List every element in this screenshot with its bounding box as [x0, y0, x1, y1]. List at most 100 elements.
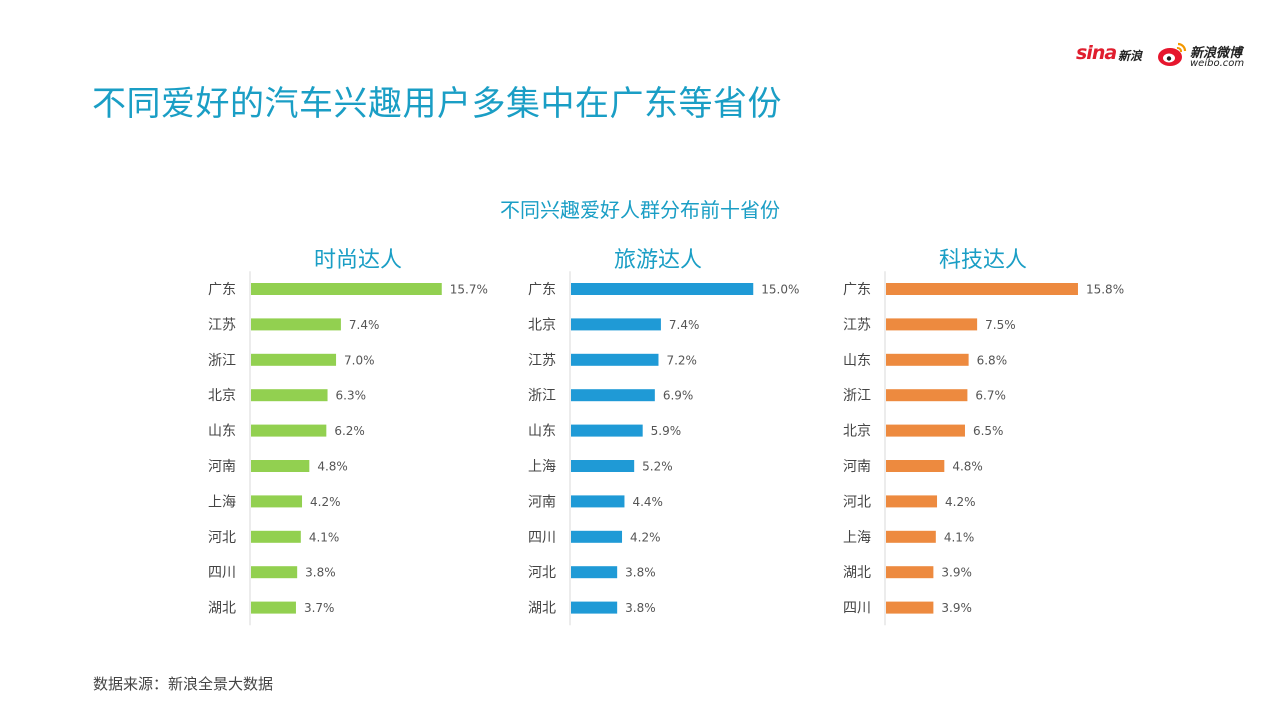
data-label: 6.8% — [977, 353, 1008, 367]
data-label: 4.2% — [945, 495, 976, 509]
data-label: 4.2% — [630, 530, 661, 544]
data-label: 3.8% — [625, 601, 656, 615]
weibo-en-label: weibo.com — [1190, 58, 1245, 69]
bar — [571, 318, 661, 331]
category-label: 湖北 — [843, 565, 871, 581]
page-title: 不同爱好的汽车兴趣用户多集中在广东等省份 — [92, 84, 782, 124]
category-label: 江苏 — [208, 317, 236, 333]
data-label: 6.3% — [336, 389, 367, 403]
category-label: 江苏 — [528, 353, 556, 369]
bar — [886, 353, 969, 366]
bar — [571, 460, 635, 472]
category-label: 上海 — [528, 459, 556, 475]
category-label: 浙江 — [528, 388, 556, 404]
brand-logos: sina 新浪 新浪微博 weibo.com — [1072, 38, 1252, 74]
bar — [886, 495, 938, 508]
panel-title: 旅游达人 — [613, 248, 702, 273]
data-label: 3.9% — [941, 566, 972, 580]
category-label: 河北 — [843, 494, 871, 510]
data-label: 5.9% — [651, 424, 682, 438]
data-label: 4.1% — [309, 530, 340, 544]
sina-cn-label: 新浪 — [1118, 49, 1143, 63]
data-label: 3.8% — [305, 566, 336, 580]
chart-panel-tech: 科技达人 广东 15.8% 江苏 7.5% 山东 6.8% 浙江 6.7% 北京 6.5% 河南 4.… — [835, 236, 1155, 636]
bar — [251, 353, 337, 366]
bar — [571, 389, 655, 402]
bar — [251, 283, 442, 295]
bar — [571, 601, 618, 614]
category-label: 广东 — [843, 282, 871, 298]
category-label: 河南 — [208, 459, 236, 475]
data-label: 15.7% — [450, 283, 488, 297]
category-label: 山东 — [843, 353, 871, 369]
bar-chart-travel: 广东 15.0% 北京 7.4% 江苏 7.2% 浙江 6.9% 山东 5.9% 上海 5.2% 河南 4… — [528, 271, 799, 626]
category-label: 山东 — [528, 424, 556, 440]
bar — [571, 353, 659, 366]
category-label: 湖北 — [528, 601, 556, 617]
bar — [251, 495, 303, 508]
data-label: 7.5% — [985, 318, 1016, 332]
bar — [251, 389, 328, 402]
bar-chart-fashion: 广东 15.7% 江苏 7.4% 浙江 7.0% 北京 6.3% 山东 6.2% 河南 4.8% 上海 4… — [208, 271, 488, 626]
bar — [571, 424, 643, 437]
category-label: 山东 — [208, 424, 236, 440]
data-label: 7.0% — [344, 353, 375, 367]
category-label: 北京 — [528, 317, 556, 333]
panel-title: 时尚达人 — [313, 248, 402, 273]
bar-chart-tech: 广东 15.8% 江苏 7.5% 山东 6.8% 浙江 6.7% 北京 6.5% 河南 4.8% 河北 4… — [843, 271, 1124, 626]
bar — [251, 460, 310, 472]
chart-panel-fashion: 时尚达人 广东 15.7% 江苏 7.4% 浙江 7.0% 北京 6.3% 山东 6.2% 河南 4.… — [200, 236, 520, 636]
data-label: 15.8% — [1086, 283, 1124, 297]
data-label: 6.2% — [334, 424, 365, 438]
bar — [886, 601, 934, 614]
chart-panel-travel: 旅游达人 广东 15.0% 北京 7.4% 江苏 7.2% 浙江 6.9% 山东 5.9% 上海 5.… — [520, 236, 840, 636]
bar — [251, 424, 327, 437]
bar — [571, 566, 618, 579]
data-label: 7.4% — [349, 318, 380, 332]
data-label: 15.0% — [761, 283, 799, 297]
category-label: 河南 — [843, 459, 871, 475]
bar — [251, 530, 301, 543]
bar — [571, 530, 623, 543]
bar — [571, 495, 625, 508]
category-label: 四川 — [528, 530, 556, 546]
bar — [886, 389, 968, 402]
data-label: 4.8% — [952, 460, 983, 474]
category-label: 河北 — [208, 530, 236, 546]
bar — [251, 318, 341, 331]
bar — [571, 283, 754, 295]
panel-title: 科技达人 — [938, 248, 1027, 273]
category-label: 江苏 — [843, 317, 871, 333]
data-label: 3.8% — [625, 566, 656, 580]
data-source-note: 数据来源：新浪全景大数据 — [93, 675, 274, 693]
category-label: 广东 — [208, 282, 236, 298]
data-label: 6.5% — [973, 424, 1004, 438]
data-label: 7.2% — [666, 353, 697, 367]
category-label: 四川 — [843, 601, 871, 617]
data-label: 4.8% — [317, 460, 348, 474]
bar — [886, 530, 936, 543]
bar — [886, 566, 934, 579]
data-label: 7.4% — [669, 318, 700, 332]
data-label: 3.9% — [941, 601, 972, 615]
category-label: 北京 — [843, 424, 871, 440]
bar — [886, 460, 945, 472]
data-label: 6.9% — [663, 389, 694, 403]
category-label: 上海 — [843, 530, 871, 546]
category-label: 河南 — [528, 494, 556, 510]
bar — [251, 601, 296, 614]
bar — [886, 318, 978, 331]
data-label: 4.2% — [310, 495, 341, 509]
category-label: 北京 — [208, 388, 236, 404]
data-label: 3.7% — [304, 601, 335, 615]
category-label: 四川 — [208, 565, 236, 581]
weibo-eye-icon — [1158, 42, 1187, 66]
bar — [251, 566, 298, 579]
bar — [886, 424, 965, 437]
weibo-cn-label: 新浪微博 — [1190, 46, 1243, 61]
sina-logo: sina — [1076, 42, 1117, 64]
category-label: 广东 — [528, 282, 556, 298]
category-label: 上海 — [208, 494, 236, 510]
category-label: 浙江 — [208, 353, 236, 369]
data-label: 5.2% — [642, 460, 673, 474]
